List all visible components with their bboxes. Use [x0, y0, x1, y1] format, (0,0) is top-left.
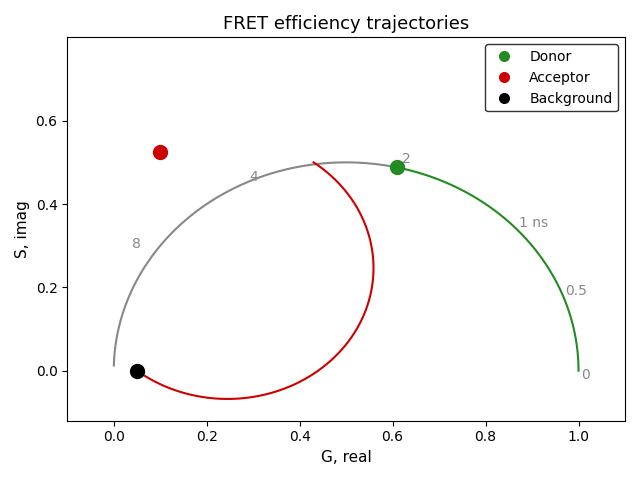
Legend: Donor, Acceptor, Background: Donor, Acceptor, Background — [485, 44, 618, 111]
Text: 2: 2 — [402, 152, 410, 166]
Text: 8: 8 — [132, 237, 141, 251]
Y-axis label: S, imag: S, imag — [15, 200, 30, 258]
X-axis label: G, real: G, real — [321, 450, 371, 465]
Text: 4: 4 — [249, 170, 258, 184]
Point — [132, 367, 142, 374]
Title: FRET efficiency trajectories: FRET efficiency trajectories — [223, 15, 469, 33]
Text: 0.5: 0.5 — [565, 284, 587, 298]
Point — [392, 164, 403, 171]
Text: 1 ns: 1 ns — [519, 216, 548, 230]
Text: 0: 0 — [581, 368, 589, 382]
Point — [155, 148, 165, 156]
